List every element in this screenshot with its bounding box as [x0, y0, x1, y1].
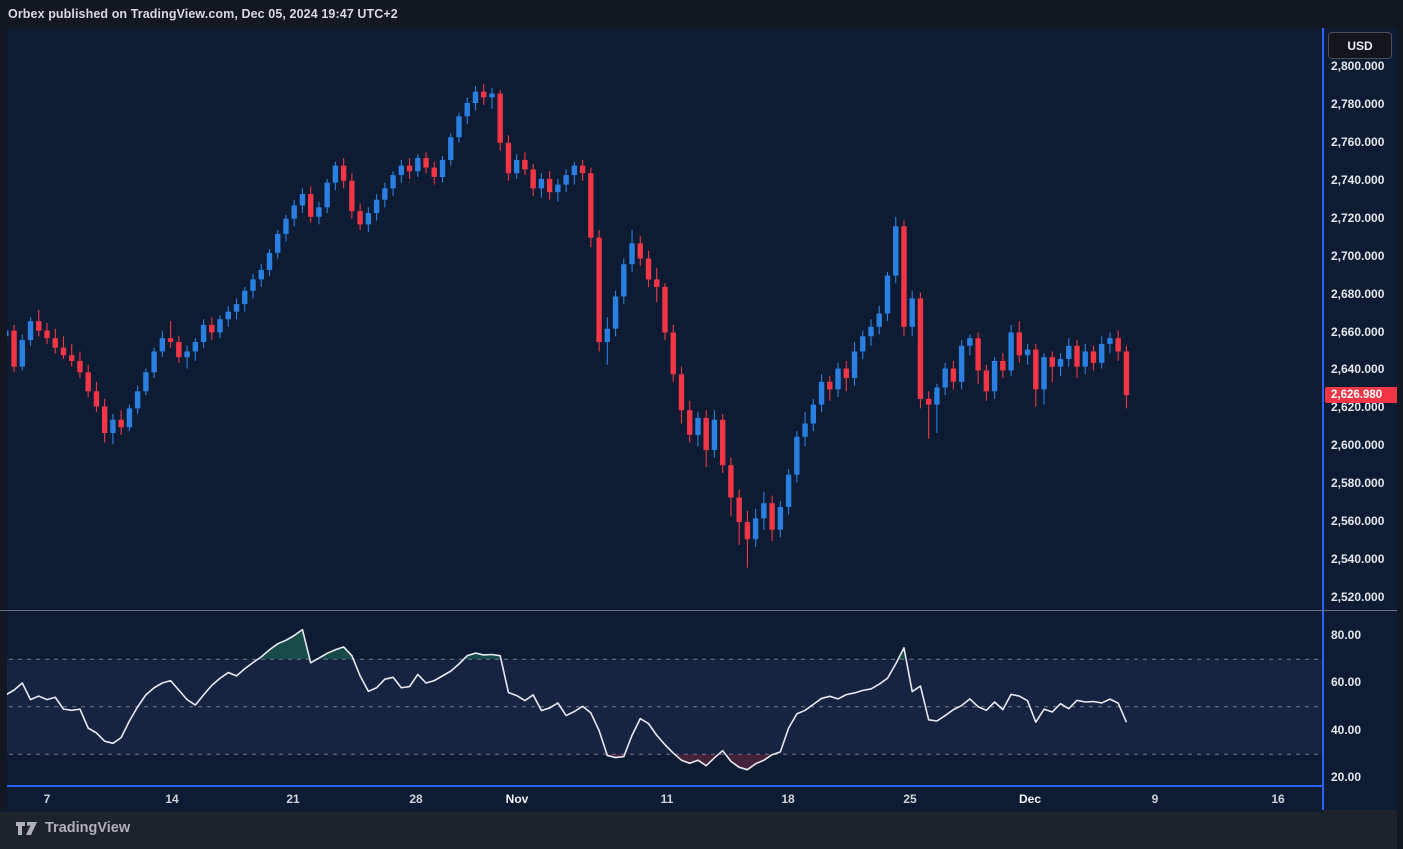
- time-tick-label: Dec: [1018, 792, 1042, 806]
- tradingview-logo[interactable]: TradingView: [16, 820, 130, 836]
- price-tick-label: 2,580.000: [1331, 476, 1385, 491]
- time-tick-label: 28: [409, 792, 423, 806]
- price-tick-label: 2,620.000: [1331, 400, 1385, 415]
- price-tick-label: 2,600.000: [1331, 438, 1385, 453]
- published-caption: Orbex published on TradingView.com, Dec …: [8, 7, 398, 21]
- price-tick-label: 2,660.000: [1331, 324, 1385, 339]
- price-tick-label: 2,800.000: [1331, 59, 1385, 73]
- price-tick-label: 2,700.000: [1331, 248, 1385, 263]
- time-tick-label: 21: [286, 792, 300, 806]
- rsi-tick-label: 40.00: [1331, 722, 1362, 737]
- tradingview-glyph-icon: [16, 821, 37, 835]
- last-price-badge: 2,626.980: [1325, 387, 1403, 404]
- time-tick-label: 25: [903, 792, 917, 806]
- left-margin: [0, 28, 7, 810]
- time-tick-label: 7: [43, 792, 51, 806]
- footer-bar: TradingView: [0, 810, 1403, 849]
- price-tick-label: 2,640.000: [1331, 362, 1385, 377]
- price-tick-label: 2,740.000: [1331, 172, 1385, 187]
- rsi-indicator-pane[interactable]: [0, 611, 1322, 785]
- right-margin: [1397, 0, 1403, 849]
- price-axis[interactable]: USD 2,800.000 2,780.000 2,760.000 2,740.000…: [1322, 28, 1403, 810]
- price-tick-label: 2,680.000: [1331, 286, 1385, 301]
- price-tick-label: 2,760.000: [1331, 134, 1385, 149]
- rsi-tick-label: 20.00: [1331, 770, 1362, 784]
- time-tick-label: Nov: [505, 792, 529, 806]
- header-bar: Orbex published on TradingView.com, Dec …: [0, 0, 1403, 28]
- price-tick-label: 2,560.000: [1331, 514, 1385, 529]
- time-tick-label: 18: [781, 792, 795, 806]
- tradingview-wordmark: TradingView: [45, 820, 131, 836]
- price-tick-label: 2,780.000: [1331, 96, 1385, 111]
- time-axis[interactable]: 7 14 21 28 Nov 11 18 25 Dec 9 16: [0, 785, 1322, 812]
- rsi-tick-label: 80.00: [1331, 627, 1362, 642]
- price-tick-label: 2,520.000: [1331, 590, 1385, 604]
- price-tick-label: 2,720.000: [1331, 210, 1385, 225]
- time-tick-label: 16: [1271, 792, 1285, 806]
- rsi-tick-label: 60.00: [1331, 675, 1362, 689]
- time-tick-label: 9: [1151, 792, 1159, 806]
- axis-border-line: [1322, 28, 1324, 810]
- price-tick-label: 2,540.000: [1331, 552, 1385, 567]
- candlestick-chart[interactable]: [0, 28, 1322, 611]
- time-tick-label: 14: [165, 792, 179, 806]
- currency-usd-button[interactable]: USD: [1328, 32, 1392, 59]
- time-tick-label: 11: [660, 792, 674, 806]
- pane-separator[interactable]: [0, 610, 1403, 611]
